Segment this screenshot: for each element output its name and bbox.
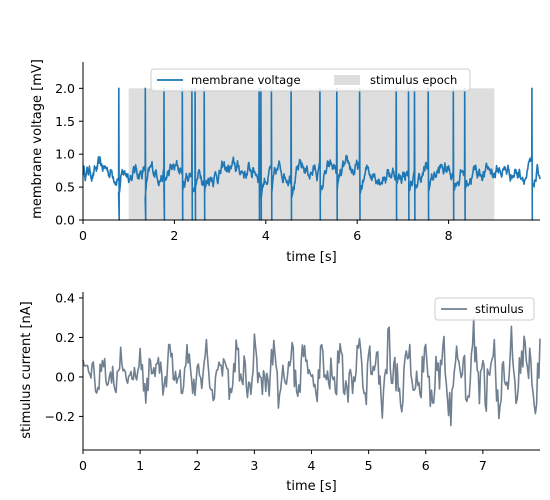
x-tick-label: 8: [445, 228, 453, 243]
x-tick-label: 0: [79, 228, 87, 243]
y-tick-label: 0.2: [55, 330, 75, 345]
y-axis-title: stimulus current [nA]: [19, 301, 34, 438]
legend-label-stimulus: stimulus: [475, 302, 524, 316]
x-tick-label: 1: [136, 458, 144, 473]
y-tick-label: 0.0: [55, 213, 75, 228]
membrane-voltage-line: [82, 87, 541, 221]
y-tick-label: 0.0: [55, 369, 75, 384]
legend-label-epoch: stimulus epoch: [370, 73, 457, 87]
legend-box: [150, 68, 471, 92]
stimulus-current-line: [82, 316, 541, 427]
stimulus-panel: −0.2 0.0 0.2 0.4 0 1 2 3 4 5 6 7 time [s] stimulus cu…: [19, 290, 541, 494]
y-tick-label: 0.4: [55, 290, 75, 305]
y-tick-label: 2.0: [55, 81, 75, 96]
voltage-panel: 0.0 0.5 1.0 1.5 2.0 0 2 4 6 8 time [s] membrane vol…: [30, 59, 541, 265]
x-axis-title: time [s]: [286, 479, 336, 494]
x-tick-label: 2: [193, 458, 201, 473]
x-tick-label: 3: [250, 458, 258, 473]
x-tick-label: 5: [365, 458, 373, 473]
legend: stimulus: [434, 297, 535, 321]
x-axis-title: time [s]: [286, 250, 336, 265]
legend-label-voltage: membrane voltage: [191, 73, 301, 87]
y-tick-label: 1.0: [55, 147, 75, 162]
stimulus-epoch-span: [128, 88, 495, 220]
legend: membrane voltage stimulus epoch: [150, 68, 471, 92]
x-tick-label: 2: [170, 228, 178, 243]
y-tick-label: −0.2: [45, 409, 75, 424]
x-tick-label: 0: [79, 458, 87, 473]
legend-box: [434, 297, 535, 321]
legend-swatch-epoch: [334, 75, 360, 85]
x-tick-label: 7: [479, 458, 487, 473]
y-axis-title: membrane voltage [mV]: [30, 59, 45, 219]
x-tick-label: 4: [308, 458, 316, 473]
x-tick-label: 6: [422, 458, 430, 473]
y-tick-label: 0.5: [55, 180, 75, 195]
x-tick-label: 6: [353, 228, 361, 243]
x-tick-label: 4: [262, 228, 270, 243]
y-tick-label: 1.5: [55, 114, 75, 129]
